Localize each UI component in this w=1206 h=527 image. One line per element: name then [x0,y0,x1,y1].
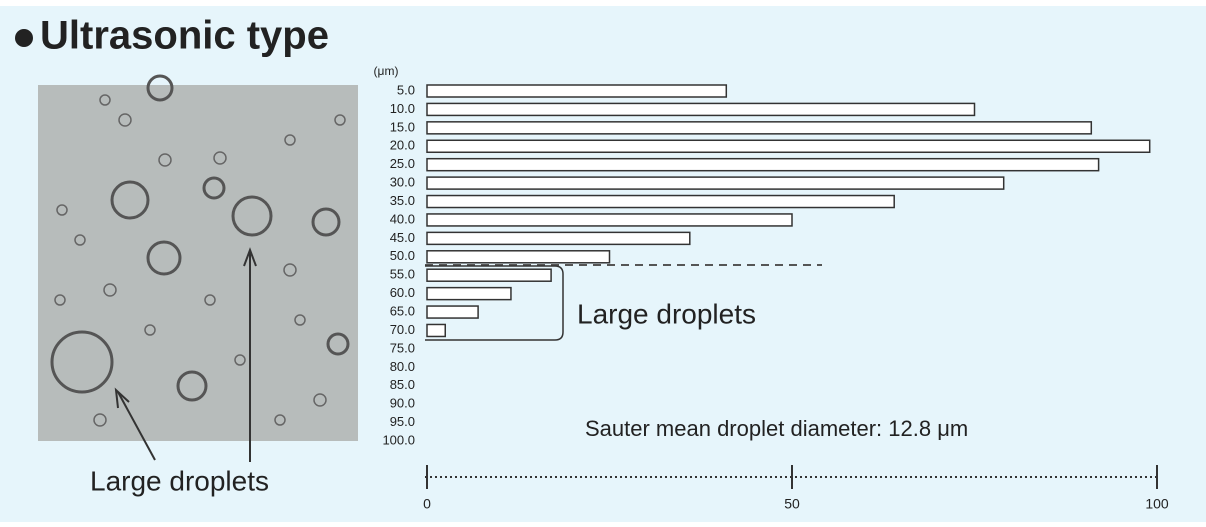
page: Ultrasonic type Large droplets Large dro… [0,0,1206,527]
annotation: Large droplets [577,298,756,329]
bar [427,177,1004,189]
bar [427,214,792,226]
y-tick-label: 45.0 [390,230,415,245]
annotation: Large droplets [90,465,269,496]
bar [427,306,478,318]
bar [427,159,1099,171]
bar [427,324,445,336]
bar [427,85,726,97]
x-tick-label: 50 [784,496,800,512]
bar [427,122,1091,134]
y-tick-label: 80.0 [390,359,415,374]
y-tick-label: 95.0 [390,414,415,429]
y-tick-label: 75.0 [390,340,415,355]
y-tick-label: 55.0 [390,267,415,282]
y-tick-label: 25.0 [390,156,415,171]
title-bullet [15,29,33,47]
annotation: Sauter mean droplet diameter: 12.8 μm [585,416,968,441]
y-tick-label: 15.0 [390,119,415,134]
y-tick-label: 100.0 [382,432,415,447]
photo [38,76,358,462]
y-axis-label: (μm) [374,64,399,78]
bar [427,288,511,300]
y-tick-label: 40.0 [390,211,415,226]
y-tick-label: 60.0 [390,285,415,300]
y-tick-label: 30.0 [390,175,415,190]
chart: Ultrasonic type Large droplets Large dro… [0,0,1206,522]
y-tick-label: 50.0 [390,248,415,263]
bar [427,232,690,244]
bar [427,251,610,263]
y-tick-label: 90.0 [390,396,415,411]
y-tick-label: 20.0 [390,138,415,153]
x-tick-label: 0 [423,496,431,512]
chart-title: Ultrasonic type [40,14,329,58]
y-tick-label: 5.0 [397,82,415,97]
y-tick-label: 85.0 [390,377,415,392]
bar [427,269,551,281]
y-tick-label: 10.0 [390,101,415,116]
bar [427,103,975,115]
y-tick-label: 70.0 [390,322,415,337]
x-tick-label: 100 [1145,496,1169,512]
bar [427,196,894,208]
y-tick-label: 35.0 [390,193,415,208]
bar [427,140,1150,152]
y-tick-label: 65.0 [390,303,415,318]
